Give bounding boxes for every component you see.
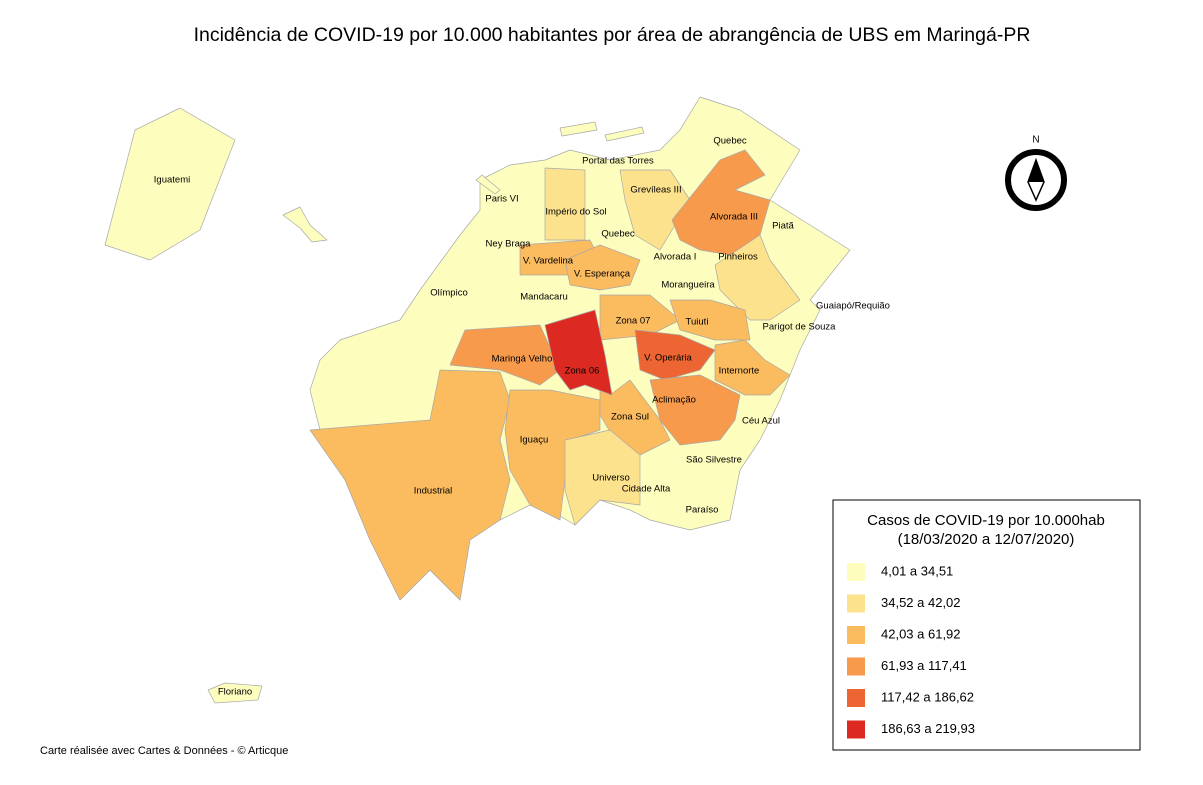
legend-title: Casos de COVID-19 por 10.000hab	[867, 512, 1105, 529]
region	[564, 429, 641, 526]
region	[714, 234, 801, 321]
north-arrow: N	[1005, 135, 1067, 211]
region	[669, 299, 751, 341]
north-needle-top	[1028, 160, 1044, 182]
legend-swatch	[847, 720, 865, 739]
region-label: Tuiuti	[686, 317, 709, 328]
regions	[104, 107, 801, 704]
region-label: Alvorada I	[654, 252, 697, 263]
credit: Carte réalisée avec Cartes & Données - ©…	[40, 745, 288, 757]
region-label: Morangueira	[661, 280, 715, 291]
region	[544, 167, 586, 241]
legend-label: 34,52 a 42,02	[881, 595, 961, 610]
region	[714, 339, 791, 396]
region-label: Piatã	[772, 221, 794, 232]
island	[282, 206, 328, 243]
region-label: Guaiapó/Requião	[816, 301, 890, 312]
region-label: Portal das Torres	[582, 156, 654, 167]
legend-label: 61,93 a 117,41	[881, 658, 967, 673]
legend-swatch	[847, 563, 865, 581]
region	[649, 374, 741, 446]
region	[207, 682, 263, 704]
region-label: Industrial	[414, 486, 453, 497]
region-label: Maringá Velho	[492, 354, 553, 365]
region-label: Cidade Alta	[622, 484, 671, 495]
region	[104, 107, 236, 261]
region-label: São Silvestre	[686, 455, 742, 466]
legend-swatch	[847, 657, 865, 676]
region-label: Universo	[592, 473, 630, 484]
region-label: Olímpico	[430, 288, 467, 299]
region	[309, 369, 511, 601]
region-label: Quebec	[713, 136, 747, 147]
legend-swatch	[847, 689, 865, 707]
region-label: Quebec	[601, 229, 635, 240]
region-label: Paris VI	[485, 194, 518, 205]
north-label: N	[1032, 135, 1039, 146]
region-label: Ney Braga	[486, 239, 532, 250]
legend-swatch	[847, 626, 865, 644]
region-label: Céu Azul	[742, 416, 780, 427]
region-label: Zona 06	[565, 366, 600, 377]
region-labels: Iguatemi Floriano Paris VI Império do So…	[154, 136, 890, 698]
region-label: Zona 07	[616, 316, 651, 327]
region-label: Iguatemi	[154, 175, 190, 186]
region	[599, 354, 671, 456]
region-label: Paraíso	[686, 505, 719, 516]
region-label: Império do Sol	[545, 207, 606, 218]
legend-subtitle: (18/03/2020 a 12/07/2020)	[898, 531, 1075, 548]
legend-label: 117,42 a 186,62	[881, 689, 974, 704]
region	[544, 309, 613, 396]
region	[449, 324, 561, 386]
legend-label: 186,63 a 219,93	[881, 721, 975, 736]
region-label: V. Operária	[644, 353, 692, 364]
legend-box	[832, 499, 1141, 751]
region-label: V. Vardelina	[523, 256, 574, 267]
region	[671, 149, 771, 256]
legend: Casos de COVID-19 por 10.000hab (18/03/2…	[832, 499, 1141, 751]
island	[475, 174, 501, 195]
region-label: Floriano	[218, 687, 252, 698]
region	[634, 329, 716, 381]
region-label: Alvorada III	[710, 212, 758, 223]
region-label: Mandacaru	[520, 292, 568, 303]
map-title: Incidência de COVID-19 por 10.000 habita…	[194, 24, 1031, 46]
legend-swatch	[847, 594, 865, 613]
region-label: Zona Sul	[611, 412, 649, 423]
island	[604, 126, 645, 142]
region-label: Grevíleas III	[630, 185, 681, 196]
region-label: Pinheiros	[718, 252, 758, 263]
region-label: Aclimação	[652, 395, 696, 406]
region-label: V. Esperança	[574, 269, 631, 280]
region-label: Parigot de Souza	[763, 322, 837, 333]
region-label: Iguaçu	[520, 435, 549, 446]
legend-label: 42,03 a 61,92	[881, 626, 961, 641]
region-label: Internorte	[719, 366, 760, 377]
region	[564, 244, 641, 291]
region	[619, 169, 691, 251]
legend-label: 4,01 a 34,51	[881, 563, 953, 578]
island	[559, 121, 598, 137]
